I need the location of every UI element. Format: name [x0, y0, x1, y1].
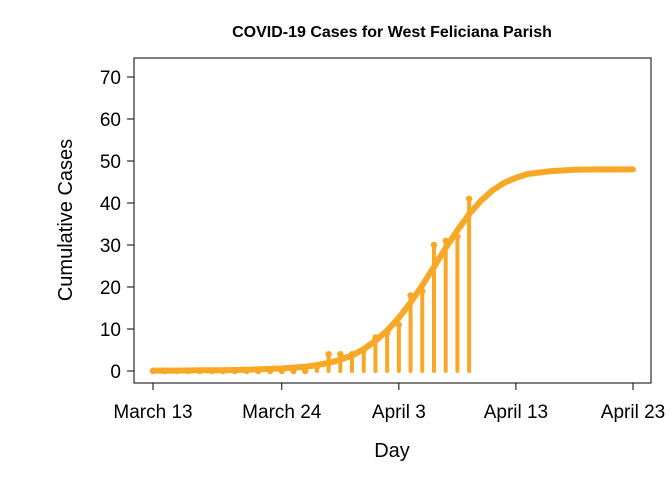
y-axis: 0 10 20 30 40 50 60 70	[100, 68, 135, 383]
x-tick-label: April 13	[484, 402, 548, 423]
x-tick-label: March 24	[242, 402, 322, 423]
observed-point	[149, 367, 157, 375]
observed-point	[173, 367, 180, 375]
plot-frame	[133, 57, 652, 384]
fitted-curve-line	[150, 166, 636, 374]
y-tick-label: 10	[100, 320, 121, 341]
observed-point	[395, 321, 403, 328]
observed-point	[419, 288, 426, 295]
observed-point	[442, 237, 449, 244]
observed-point	[430, 241, 438, 249]
x-tick-label: April 3	[372, 402, 426, 423]
observed-point	[301, 367, 309, 375]
x-axis-label: Day	[374, 440, 410, 462]
y-tick-label: 60	[100, 110, 121, 131]
y-tick-label: 40	[100, 194, 121, 215]
chart-title: COVID-19 Cases for West Feliciana Parish	[232, 24, 552, 41]
observed-point	[454, 233, 461, 240]
observed-point	[348, 351, 356, 358]
observed-point	[196, 367, 204, 375]
x-tick-label: April 23	[601, 402, 665, 423]
observed-point	[383, 330, 391, 337]
observed-point	[360, 346, 367, 354]
observed-point	[255, 367, 262, 375]
x-axis: March 13 March 24 April 3 April 13 April 23	[113, 382, 665, 423]
y-tick-label: 30	[100, 236, 121, 257]
observed-point	[290, 367, 297, 375]
observed-point	[184, 367, 192, 375]
observed-point	[220, 367, 227, 375]
fitted-curve	[150, 166, 636, 374]
y-tick-label: 0	[110, 362, 121, 383]
y-tick-label: 50	[100, 152, 121, 173]
observed-point	[465, 195, 473, 202]
observed-points	[149, 195, 473, 375]
observed-point	[313, 363, 321, 370]
observed-point	[407, 292, 414, 299]
observed-point	[208, 367, 215, 375]
x-tick-label: March 13	[113, 402, 192, 423]
observed-point	[278, 367, 285, 375]
observed-point	[231, 367, 239, 375]
observed-point	[266, 367, 274, 375]
observed-point	[337, 351, 344, 358]
observed-point	[243, 367, 250, 375]
y-tick-label: 20	[100, 278, 121, 299]
observed-point	[372, 334, 379, 341]
y-tick-label: 70	[100, 68, 121, 89]
observed-point	[161, 367, 168, 375]
observed-point	[325, 351, 332, 358]
y-axis-label: Cumulative Cases	[55, 139, 77, 301]
